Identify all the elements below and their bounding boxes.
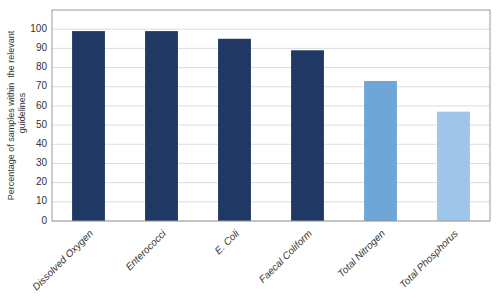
grid-line	[52, 29, 490, 30]
y-tick-label: 20	[36, 176, 48, 187]
y-tick-label: 0	[41, 215, 47, 226]
x-ticks: Dissolved Oxygen Enterococci E. Coli Faecal…	[30, 227, 460, 292]
grid-line	[52, 105, 490, 106]
y-axis-label: Percentage of samples within the relevan…	[6, 30, 27, 200]
grid-line	[52, 48, 490, 49]
y-axis-label-line: Percentage of samples within the relevan…	[6, 30, 16, 200]
grid-line	[52, 201, 490, 202]
bar	[145, 31, 178, 221]
chart-container: 0 10 20 30 40 50 60 70 80 90 100 Dissolved Oxygen En…	[0, 0, 500, 299]
plot-frame	[52, 10, 490, 221]
y-tick-label: 50	[36, 119, 48, 130]
x-tick-label: Enterococci	[123, 227, 168, 272]
grid-line	[52, 144, 490, 145]
x-tick-label: Faecal Coliform	[257, 228, 314, 285]
y-axis-label-line: guidelines	[17, 92, 27, 138]
grid-line	[52, 86, 490, 87]
grid-line	[52, 67, 490, 68]
bar	[72, 31, 105, 221]
x-tick-label: E. Coli	[212, 227, 241, 256]
grid	[52, 29, 490, 221]
y-tick-label: 90	[36, 42, 48, 53]
bar	[291, 50, 324, 221]
chart-svg: 0 10 20 30 40 50 60 70 80 90 100 Dissolved Oxygen En…	[0, 0, 500, 299]
y-tick-label: 10	[36, 195, 48, 206]
y-tick-label: 60	[36, 100, 48, 111]
bars	[72, 31, 470, 221]
grid-line	[52, 163, 490, 164]
y-tick-label: 100	[30, 23, 47, 34]
y-tick-label: 40	[36, 138, 48, 149]
grid-line	[52, 125, 490, 126]
x-tick-label: Total Nitrogen	[335, 227, 387, 279]
bar	[364, 81, 397, 221]
bar	[437, 112, 470, 221]
y-tick-label: 80	[36, 61, 48, 72]
x-tick-label: Total Phosphorus	[397, 228, 460, 291]
y-tick-label: 70	[36, 80, 48, 91]
grid-line	[52, 182, 490, 183]
y-ticks: 0 10 20 30 40 50 60 70 80 90 100	[30, 23, 47, 226]
bar	[218, 39, 251, 221]
y-tick-label: 30	[36, 157, 48, 168]
x-tick-label: Dissolved Oxygen	[30, 227, 95, 292]
